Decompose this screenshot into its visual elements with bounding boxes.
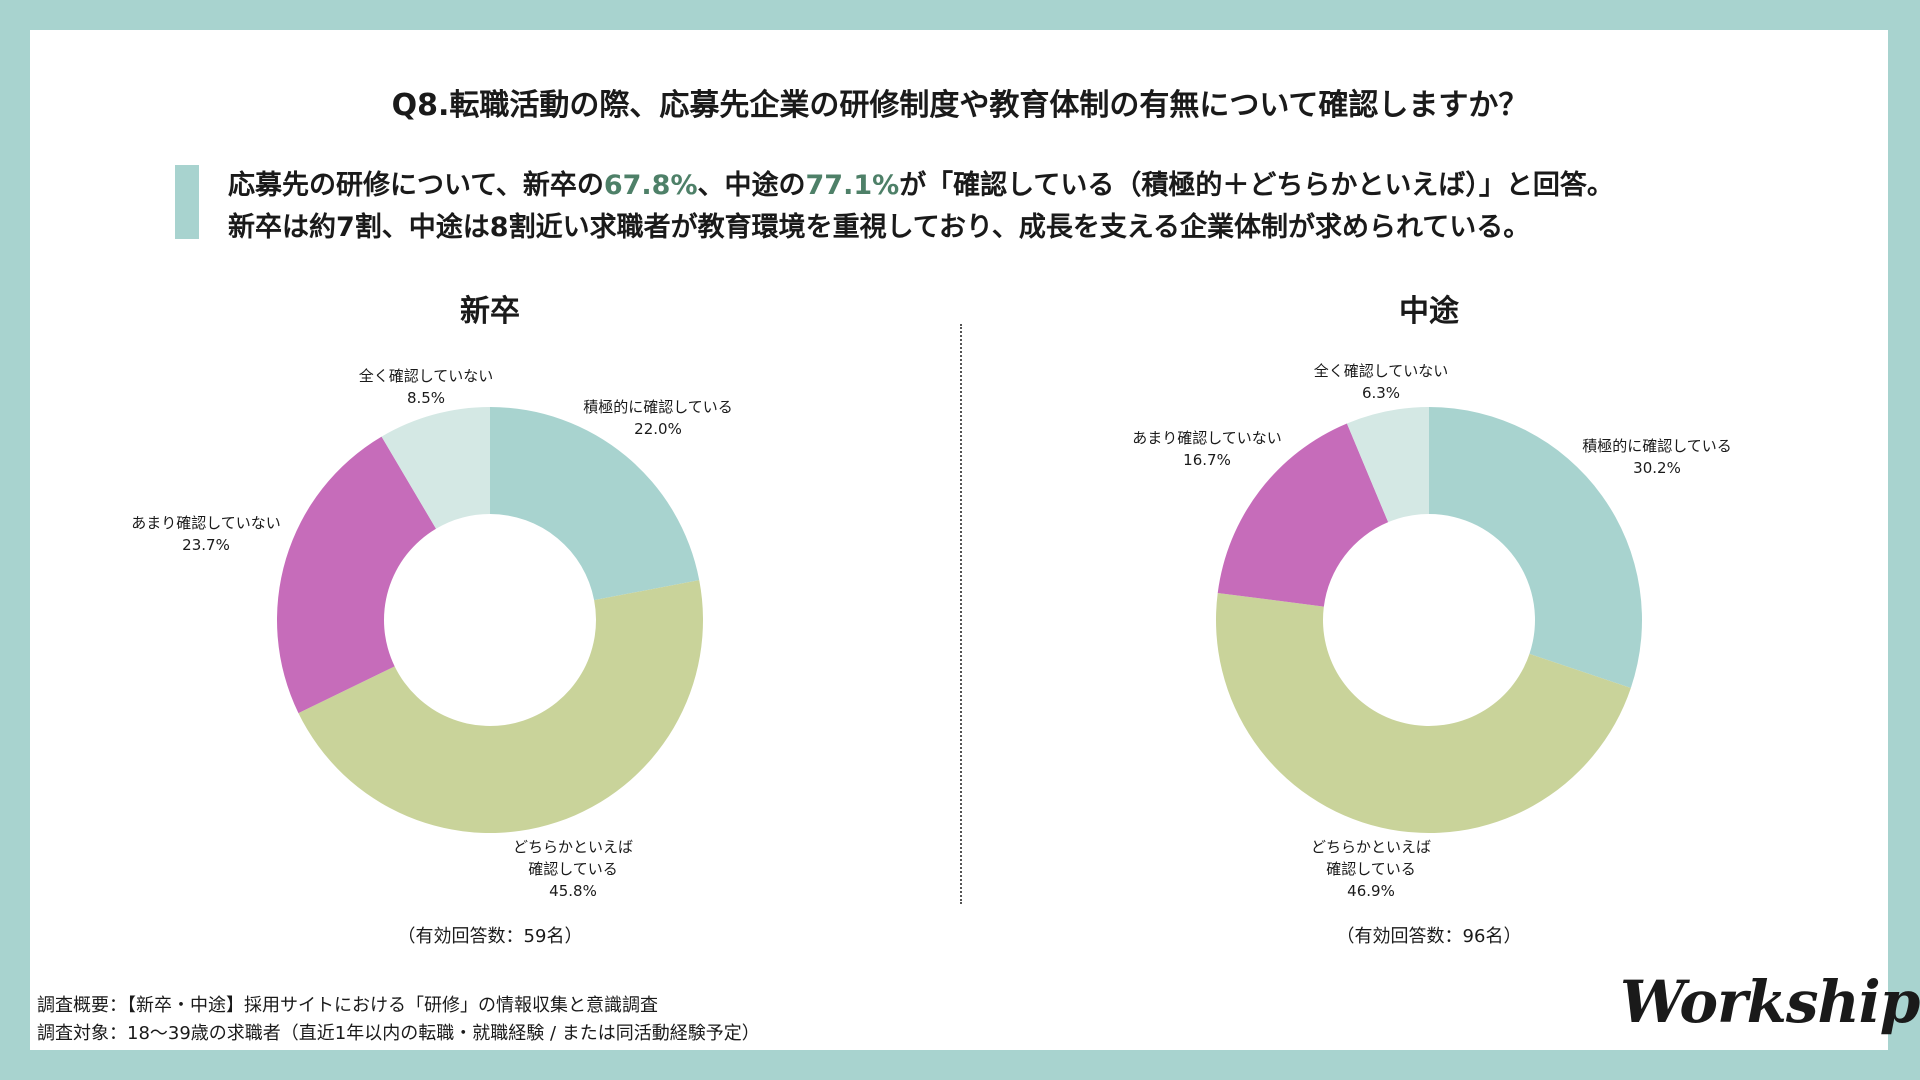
- summary-line-2: 新卒は約7割、中途は8割近い求職者が教育環境を重視しており、成長を支える企業体制…: [228, 212, 1531, 243]
- label-value: 45.8%: [549, 882, 597, 900]
- label-value: 22.0%: [634, 420, 682, 438]
- label-category: 積極的に確認している: [1582, 437, 1732, 455]
- label-category: どちらかといえば: [1310, 838, 1432, 856]
- slice-aggressive: [1429, 407, 1643, 688]
- label-never: 全く確認していない 6.3%: [1314, 360, 1449, 404]
- response-count-shinsotsu: （有効回答数：59名）: [397, 926, 583, 947]
- label-category: 全く確認していない: [1313, 362, 1449, 380]
- slice-never: [381, 407, 490, 529]
- label-value: 6.3%: [1361, 384, 1401, 402]
- label-rarely: あまり確認していない 23.7%: [131, 512, 281, 556]
- label-somewhat: どちらかといえば 確認している 45.8%: [513, 836, 633, 902]
- divider: [960, 324, 962, 904]
- summary-line-1: 応募先の研修について、新卒の67.8%、中途の77.1%が「確認している（積極的…: [228, 163, 1614, 202]
- label-value: 23.7%: [182, 536, 230, 554]
- label-value: 8.5%: [406, 389, 446, 407]
- survey-target: 調査対象：18〜39歳の求職者（直近1年以内の転職・就職経験 / または同活動経…: [37, 1023, 760, 1044]
- label-rarely: あまり確認していない 16.7%: [1132, 427, 1282, 471]
- chuto-highlight: 77.1%: [805, 170, 900, 201]
- slice-rarely: [1217, 423, 1389, 607]
- label-somewhat: どちらかといえば 確認している 46.9%: [1311, 836, 1431, 902]
- label-value: 46.9%: [1347, 882, 1395, 900]
- survey-overview: 調査概要：【新卒・中途】採用サイトにおける「研修」の情報収集と意識調査: [37, 995, 658, 1016]
- label-never: 全く確認していない 8.5%: [359, 365, 494, 409]
- slice-never: [1346, 407, 1429, 523]
- label-value: 30.2%: [1633, 459, 1681, 477]
- label-category: 確認している: [1326, 860, 1416, 878]
- label-category: どちらかといえば: [512, 838, 634, 856]
- question-title: Q8.転職活動の際、応募先企業の研修制度や教育体制の有無について確認しますか？: [391, 88, 1529, 123]
- summary-text: が「確認している（積極的＋どちらかといえば）」と回答。: [899, 170, 1614, 201]
- label-category: 積極的に確認している: [583, 398, 733, 416]
- label-category: あまり確認していない: [1132, 429, 1282, 447]
- shinsotsu-highlight: 67.8%: [603, 170, 698, 201]
- workship-logo: Workship: [1620, 968, 1920, 1036]
- label-value: 16.7%: [1183, 451, 1231, 469]
- slice-somewhat: [298, 580, 703, 834]
- label-category: 全く確認していない: [358, 367, 494, 385]
- label-aggressive: 積極的に確認している 22.0%: [583, 396, 733, 440]
- chart-title-chuto: 中途: [1399, 294, 1459, 329]
- summary-text: 、中途の: [697, 170, 806, 201]
- label-aggressive: 積極的に確認している 30.2%: [1582, 435, 1732, 479]
- slice-rarely: [277, 436, 437, 714]
- label-category: あまり確認していない: [131, 514, 281, 532]
- response-count-chuto: （有効回答数：96名）: [1336, 926, 1522, 947]
- summary-text: 応募先の研修について、新卒の: [228, 170, 604, 201]
- chart-title-shinsotsu: 新卒: [460, 294, 520, 329]
- summary-accent-bar: [175, 165, 199, 239]
- slice-aggressive: [490, 407, 700, 601]
- slice-somewhat: [1216, 592, 1631, 833]
- label-category: 確認している: [528, 860, 618, 878]
